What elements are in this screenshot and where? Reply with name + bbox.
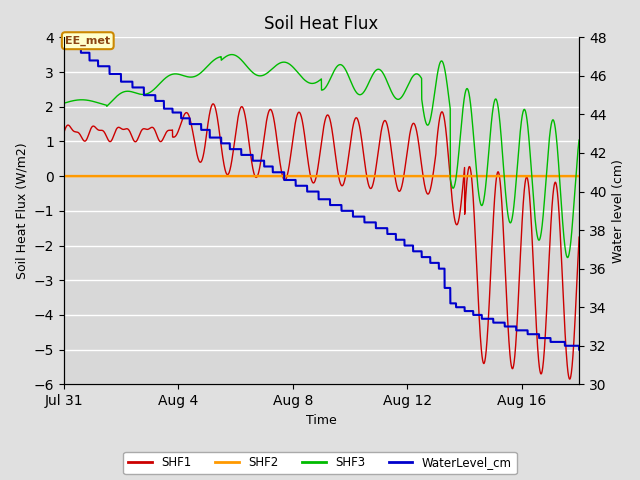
Y-axis label: Water level (cm): Water level (cm) [612, 159, 625, 263]
X-axis label: Time: Time [306, 414, 337, 427]
Legend: SHF1, SHF2, SHF3, WaterLevel_cm: SHF1, SHF2, SHF3, WaterLevel_cm [124, 452, 516, 474]
Y-axis label: Soil Heat Flux (W/m2): Soil Heat Flux (W/m2) [15, 143, 28, 279]
Title: Soil Heat Flux: Soil Heat Flux [264, 15, 379, 33]
Text: EE_met: EE_met [65, 36, 110, 46]
